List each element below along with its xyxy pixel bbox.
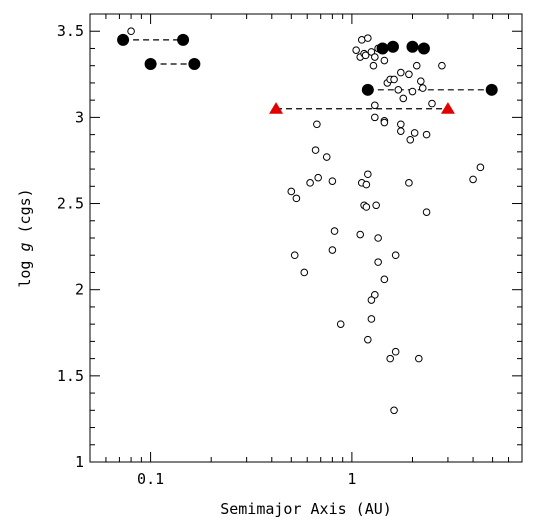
open-circle-point	[372, 201, 380, 210]
open-circle-point	[364, 335, 372, 344]
open-circle-point	[362, 180, 371, 189]
open-circle-point	[397, 68, 405, 77]
open-circle-point	[371, 291, 379, 299]
open-circle-point	[336, 320, 345, 328]
open-circle-point	[322, 153, 331, 161]
data-markers	[117, 27, 498, 415]
y-tick-label: 1	[75, 453, 84, 471]
open-circle-point	[361, 51, 370, 60]
x-axis-title: Semimajor Axis (AU)	[220, 500, 392, 518]
y-axis-title-post: (cgs)	[16, 188, 34, 242]
open-circle-point	[469, 175, 477, 184]
x-tick-label: 0.1	[137, 470, 164, 488]
open-circle-point	[371, 113, 379, 122]
open-circle-point	[399, 94, 408, 103]
open-circle-point	[292, 194, 301, 203]
open-circle-point	[405, 70, 413, 79]
open-circle-point	[410, 129, 419, 137]
open-circle-point	[391, 347, 400, 356]
open-circle-point	[356, 230, 365, 239]
open-circle-point	[397, 127, 405, 135]
dashed-links	[123, 39, 492, 110]
open-circle-point	[390, 406, 398, 415]
axis-ticks	[89, 13, 523, 463]
open-circle-point	[290, 251, 299, 260]
open-circle-point	[380, 56, 389, 65]
open-circle-point	[380, 275, 389, 284]
open-circle-point	[369, 61, 378, 70]
open-circle-point	[306, 179, 314, 187]
open-circle-point	[422, 130, 431, 139]
filled-circle-point	[144, 57, 157, 70]
open-circle-point	[330, 227, 339, 235]
open-circle-point	[364, 170, 372, 179]
open-circle-point	[415, 354, 423, 363]
open-circle-point	[314, 173, 322, 182]
open-circle-point	[371, 101, 379, 110]
open-circle-point	[313, 120, 321, 129]
y-tick-label: 1.5	[57, 367, 84, 385]
open-circle-point	[328, 177, 337, 185]
open-circle-point	[406, 135, 415, 144]
open-circle-point	[390, 75, 398, 84]
filled-circle-point	[361, 83, 374, 96]
open-circle-point	[328, 246, 337, 254]
open-circle-point	[374, 258, 382, 266]
filled-circle-point	[177, 33, 190, 46]
x-tick-label: 1	[347, 470, 356, 488]
open-circle-point	[380, 118, 389, 127]
open-circle-point	[352, 46, 360, 54]
open-circle-point	[287, 187, 296, 196]
open-circle-point	[422, 208, 431, 216]
y-axis-title-pre: log	[16, 252, 34, 288]
open-circle-point	[394, 86, 403, 94]
filled-circle-point	[376, 42, 389, 55]
open-circle-point	[476, 163, 485, 172]
open-circle-point	[367, 296, 376, 304]
plot-frame	[89, 13, 523, 463]
open-circle-point	[374, 234, 382, 242]
open-circle-point	[418, 84, 427, 92]
open-circle-point	[311, 146, 320, 154]
open-circle-point	[405, 179, 413, 187]
open-circle-point	[386, 354, 395, 363]
open-circle-point	[391, 251, 400, 260]
open-circle-point	[397, 120, 405, 129]
filled-circle-point	[406, 40, 419, 53]
open-circle-point	[428, 99, 436, 108]
open-circle-point	[300, 268, 309, 277]
open-circle-point	[362, 203, 371, 211]
red-triangle-point	[269, 102, 284, 114]
open-circle-point	[127, 27, 135, 36]
open-circle-point	[367, 48, 376, 56]
filled-circle-point	[188, 57, 201, 70]
filled-circle-point	[386, 40, 399, 53]
open-circle-point	[367, 315, 376, 323]
y-tick-label: 3.5	[57, 22, 84, 40]
red-triangle-point	[440, 102, 455, 114]
open-circle-point	[417, 77, 425, 85]
y-tick-label: 3	[75, 108, 84, 126]
open-circle-point	[408, 87, 417, 96]
y-tick-label: 2.5	[57, 195, 84, 213]
filled-circle-point	[417, 42, 430, 55]
tick-labels: 1 1.5 2 2.5 3 3.5 0.1 1	[57, 22, 356, 488]
y-tick-label: 2	[75, 281, 84, 299]
open-circle-point	[438, 61, 446, 70]
open-circle-point	[364, 34, 372, 42]
filled-circle-point	[117, 33, 130, 46]
y-axis-title: log g (cgs)	[16, 188, 34, 287]
y-axis-title-italic: g	[16, 243, 34, 252]
open-circle-point	[412, 61, 421, 70]
filled-circle-point	[485, 83, 498, 96]
open-circle-point	[371, 53, 379, 61]
